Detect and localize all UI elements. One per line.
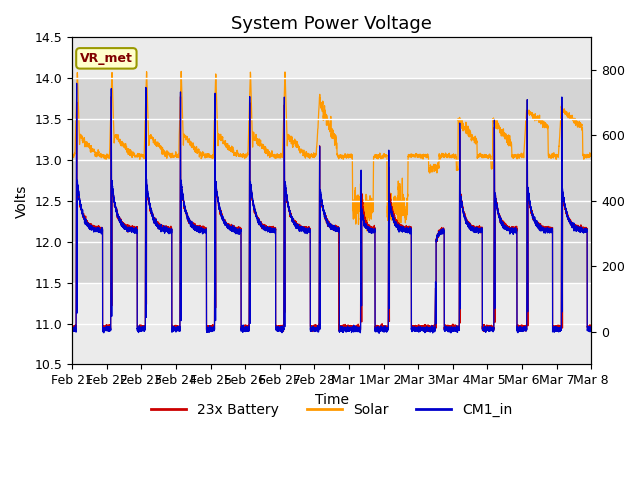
Bar bbox=[72, 78, 591, 283]
Y-axis label: Volts: Volts bbox=[15, 184, 29, 217]
Title: System Power Voltage: System Power Voltage bbox=[231, 15, 432, 33]
X-axis label: Time: Time bbox=[315, 393, 349, 407]
Legend: 23x Battery, Solar, CM1_in: 23x Battery, Solar, CM1_in bbox=[146, 397, 518, 423]
Text: VR_met: VR_met bbox=[80, 52, 133, 65]
